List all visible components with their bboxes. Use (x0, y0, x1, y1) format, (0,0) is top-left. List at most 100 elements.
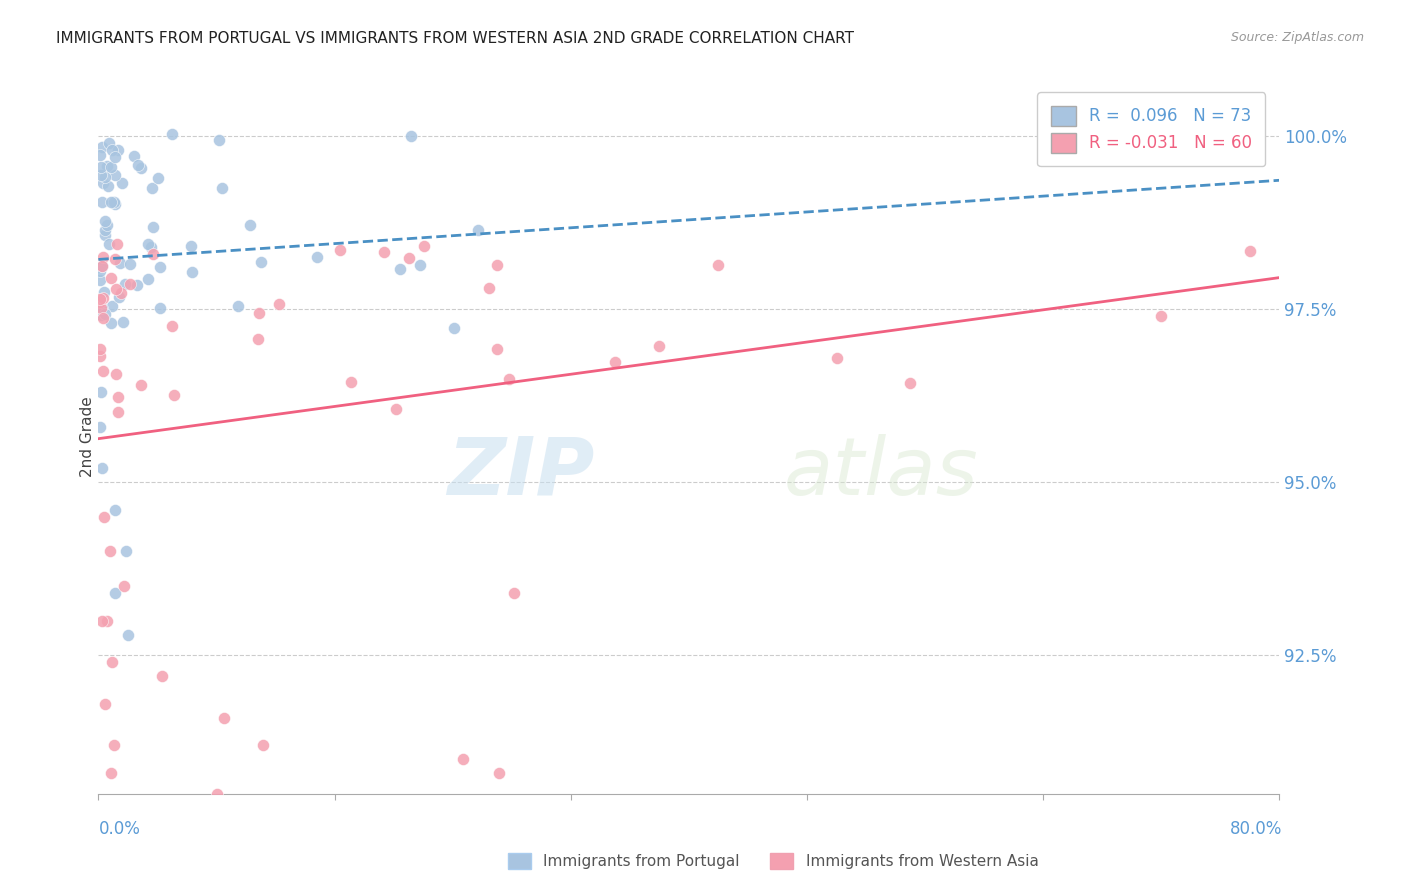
Point (100, 161, 122, 175)
Point (103, 739, 125, 753)
Point (398, 252, 420, 266)
Point (91, 194, 114, 209)
Point (114, 544, 136, 558)
Point (89, 342, 111, 356)
Point (104, 586, 127, 600)
Point (101, 655, 124, 669)
Point (91, 259, 114, 273)
Point (90, 168, 112, 182)
Point (90, 140, 112, 154)
Point (252, 739, 274, 753)
Point (180, 239, 202, 253)
Point (100, 195, 122, 210)
Point (107, 405, 129, 419)
Point (129, 161, 152, 176)
Point (205, 787, 228, 801)
Point (488, 766, 510, 780)
Point (91, 301, 114, 315)
Point (250, 255, 273, 269)
Point (93, 169, 115, 184)
Point (89, 147, 111, 161)
Point (467, 223, 489, 237)
Point (91, 291, 114, 305)
Point (605, 355, 627, 369)
Point (96, 218, 118, 232)
Point (93, 285, 115, 300)
Point (91, 250, 114, 264)
Point (486, 258, 509, 272)
Point (104, 168, 127, 182)
Point (91, 310, 114, 325)
Point (1239, 244, 1261, 258)
Point (91, 176, 114, 190)
Point (104, 197, 127, 211)
Point (120, 277, 142, 291)
Point (142, 220, 165, 235)
Point (100, 270, 122, 285)
Point (103, 194, 125, 209)
Point (91, 461, 114, 475)
Point (142, 247, 165, 261)
Point (114, 277, 136, 291)
Y-axis label: 2nd Grade: 2nd Grade (80, 397, 94, 477)
Point (97, 179, 120, 194)
Point (91, 363, 114, 377)
Point (120, 257, 142, 271)
Point (136, 236, 159, 251)
Point (90, 385, 112, 400)
Point (91, 259, 114, 273)
Point (104, 252, 127, 267)
Point (100, 766, 122, 780)
Point (247, 306, 270, 320)
Point (105, 283, 128, 297)
Point (94, 307, 117, 321)
Point (93, 509, 115, 524)
Point (160, 128, 183, 142)
Text: ZIP: ZIP (447, 434, 595, 512)
Point (146, 170, 169, 185)
Point (160, 318, 183, 333)
Point (89, 292, 111, 306)
Point (900, 376, 922, 391)
Point (247, 332, 270, 346)
Text: 80.0%: 80.0% (1230, 820, 1282, 838)
Point (105, 237, 128, 252)
Point (94, 214, 117, 228)
Point (212, 711, 235, 725)
Point (100, 317, 122, 331)
Point (111, 176, 134, 190)
Point (162, 388, 184, 402)
Point (399, 129, 422, 144)
Point (89, 264, 111, 278)
Point (90, 301, 112, 315)
Point (117, 627, 139, 641)
Point (707, 259, 730, 273)
Point (105, 367, 128, 381)
Point (211, 181, 233, 195)
Point (108, 290, 131, 304)
Point (503, 586, 526, 600)
Point (139, 240, 162, 254)
Point (208, 133, 231, 147)
Point (149, 260, 172, 275)
Point (107, 390, 129, 404)
Point (125, 278, 148, 293)
Point (384, 401, 406, 416)
Point (129, 377, 152, 392)
Point (107, 144, 129, 158)
Point (89, 419, 111, 434)
Point (305, 250, 328, 264)
Point (90, 614, 112, 628)
Point (110, 285, 132, 300)
Point (451, 752, 474, 766)
Point (90, 308, 112, 322)
Point (340, 375, 363, 389)
Point (373, 245, 395, 260)
Point (648, 339, 671, 353)
Text: 0.0%: 0.0% (98, 820, 141, 838)
Point (110, 256, 132, 270)
Point (1150, 310, 1173, 324)
Point (96, 614, 118, 628)
Point (127, 158, 149, 172)
Point (226, 299, 249, 313)
